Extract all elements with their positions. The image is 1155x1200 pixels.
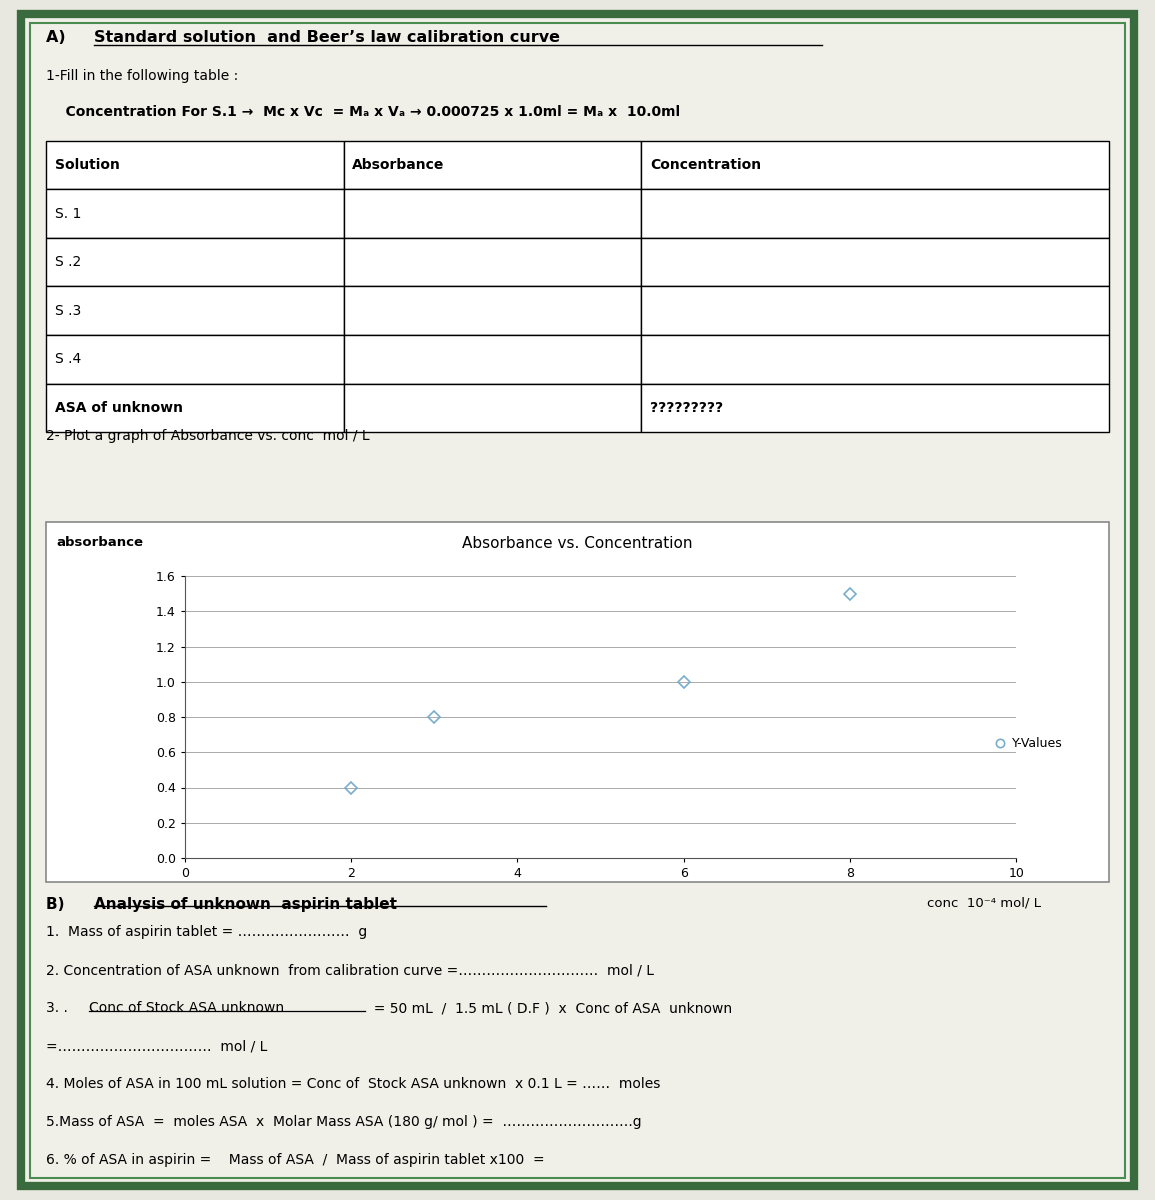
Text: B): B) (46, 896, 70, 912)
Bar (641, 335, 1109, 384)
Text: Y-Values: Y-Values (1012, 737, 1063, 750)
Bar (641, 238, 1109, 287)
Text: Conc of Stock ASA unknown: Conc of Stock ASA unknown (89, 1001, 284, 1015)
Text: S .3: S .3 (54, 304, 81, 318)
Bar (641, 287, 1109, 335)
Bar (641, 190, 1109, 238)
Bar (46, 140, 344, 190)
Text: Concentration For S.1 →  Mᴄ x Vᴄ  = Mₐ x Vₐ → 0.000725 x 1.0ml = Mₐ x  10.0ml: Concentration For S.1 → Mᴄ x Vᴄ = Mₐ x V… (46, 104, 680, 119)
Text: S .4: S .4 (54, 353, 81, 366)
Bar (46, 287, 344, 335)
Text: Standard solution  and Beer’s law calibration curve: Standard solution and Beer’s law calibra… (94, 30, 560, 46)
Text: Absorbance: Absorbance (352, 158, 445, 172)
Text: absorbance: absorbance (57, 536, 144, 550)
Text: S. 1: S. 1 (54, 206, 81, 221)
Text: A): A) (46, 30, 72, 46)
Text: Absorbance vs. Concentration: Absorbance vs. Concentration (462, 536, 693, 552)
Bar (641, 384, 1109, 432)
Text: =……………………………  mol / L: =…………………………… mol / L (46, 1039, 268, 1054)
Bar (641, 140, 1109, 190)
Text: Concentration: Concentration (650, 158, 761, 172)
Text: 6. % of ASA in aspirin =    Mass of ASA  /  Mass of aspirin tablet x100  =: 6. % of ASA in aspirin = Mass of ASA / M… (46, 1153, 545, 1168)
Text: S .2: S .2 (54, 256, 81, 269)
Bar (344, 140, 641, 190)
Bar (46, 238, 344, 287)
Text: 4. Moles of ASA in 100 mL solution = Conc of  Stock ASA unknown  x 0.1 L = ……  m: 4. Moles of ASA in 100 mL solution = Con… (46, 1078, 661, 1091)
Bar (344, 287, 641, 335)
Bar (344, 335, 641, 384)
Text: ASA of unknown: ASA of unknown (54, 401, 182, 415)
Bar (46, 190, 344, 238)
Text: 3. .: 3. . (46, 1001, 73, 1015)
Text: Solution: Solution (54, 158, 120, 172)
Bar (46, 335, 344, 384)
Text: ?????????: ????????? (650, 401, 723, 415)
Text: 5.Mass of ASA  =  moles ASA  x  Molar Mass ASA (180 g/ mol ) =  ……………………….g: 5.Mass of ASA = moles ASA x Molar Mass A… (46, 1115, 642, 1129)
Text: 2- Plot a graph of Absorbance vs. conc  mol / L: 2- Plot a graph of Absorbance vs. conc m… (46, 428, 370, 443)
Bar (344, 190, 641, 238)
Text: Analysis of unknown  aspirin tablet: Analysis of unknown aspirin tablet (94, 896, 397, 912)
Bar (344, 238, 641, 287)
Bar (344, 384, 641, 432)
Text: conc  10⁻⁴ mol/ L: conc 10⁻⁴ mol/ L (927, 896, 1042, 910)
Text: 1-Fill in the following table :: 1-Fill in the following table : (46, 70, 238, 83)
Text: = 50 mL  /  1.5 mL ( D.F )  x  Conc of ASA  unknown: = 50 mL / 1.5 mL ( D.F ) x Conc of ASA u… (365, 1001, 732, 1015)
Text: 2. Concentration of ASA unknown  from calibration curve =…………………………  mol / L: 2. Concentration of ASA unknown from cal… (46, 964, 654, 977)
Bar (46, 384, 344, 432)
Text: 1.  Mass of aspirin tablet = ……………………  g: 1. Mass of aspirin tablet = …………………… g (46, 925, 367, 940)
